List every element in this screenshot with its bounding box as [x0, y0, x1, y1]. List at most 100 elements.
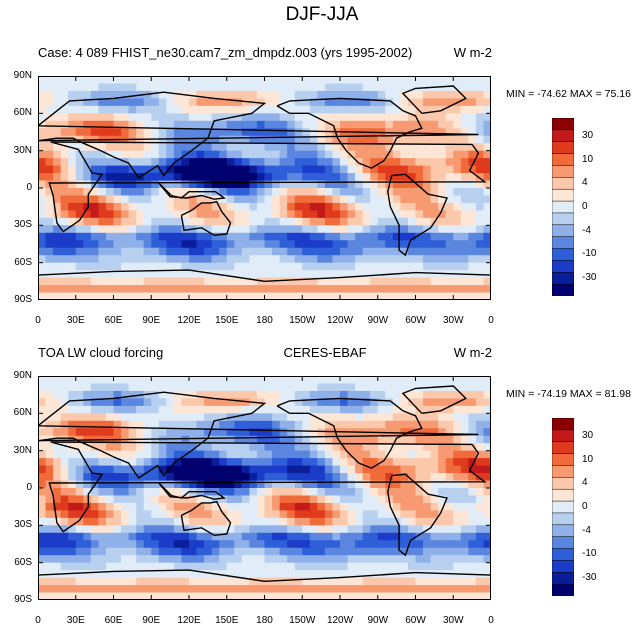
field-cell [309, 465, 318, 474]
field-cell [317, 510, 326, 519]
field-cell [415, 488, 424, 497]
field-cell [98, 128, 107, 137]
field-cell [211, 232, 220, 241]
field-cell [294, 443, 303, 452]
field-cell [400, 420, 409, 429]
field-cell [151, 592, 160, 600]
field-cell [189, 458, 198, 467]
field-cell [332, 502, 341, 511]
field-cell [438, 120, 447, 129]
field-cell [151, 217, 160, 226]
field-cell [355, 247, 364, 256]
field-cell [392, 480, 401, 489]
field-cell [438, 195, 447, 204]
figure-title: DJF-JJA [285, 4, 359, 25]
field-cell [189, 435, 198, 444]
field-cell [204, 443, 213, 452]
field-cell [98, 255, 107, 264]
field-cell [211, 532, 220, 541]
coastline [180, 500, 232, 537]
field-cell [340, 555, 349, 564]
field-cell [438, 158, 447, 167]
field-cell [105, 390, 115, 399]
field-cell [332, 292, 341, 300]
field-cell [347, 473, 356, 482]
field-cell [264, 217, 273, 226]
field-cell [430, 592, 439, 600]
field-cell [415, 292, 424, 300]
field-cell [211, 585, 220, 594]
field-cell [136, 398, 145, 407]
field-cell [264, 405, 273, 414]
field-cell [392, 90, 401, 99]
field-cell [181, 495, 190, 504]
field-cell [332, 383, 341, 392]
field-cell [287, 577, 296, 586]
field-cell [340, 562, 349, 571]
field-cell [332, 165, 341, 174]
field-cell [128, 547, 137, 556]
field-cell [475, 502, 485, 511]
field-cell [385, 435, 394, 444]
field-cell [249, 150, 258, 159]
coastline [276, 397, 423, 469]
field-cell [83, 225, 92, 234]
field-cell [226, 90, 235, 99]
field-cell [113, 76, 122, 85]
field-cell [309, 143, 318, 152]
field-cell [475, 173, 485, 182]
field-cell [309, 547, 318, 556]
field-cell [211, 458, 220, 467]
field-cell [272, 262, 281, 271]
field-cell [415, 195, 424, 204]
field-cell [121, 240, 130, 249]
field-cell [460, 577, 469, 586]
field-cell [302, 210, 311, 219]
field-cell [38, 76, 47, 85]
field-cell [143, 105, 152, 114]
field-cell [181, 262, 190, 271]
field-cell [294, 188, 303, 197]
field-cell [377, 173, 386, 182]
field-cell [347, 262, 356, 271]
field-cell [370, 202, 379, 211]
field-cell [128, 405, 137, 414]
field-cell [158, 473, 167, 482]
field-cell [143, 247, 152, 256]
field-cell [445, 76, 454, 85]
field-cell [294, 450, 303, 459]
field-cell [370, 465, 379, 474]
field-cell [75, 143, 84, 152]
field-cell [219, 128, 228, 137]
field-cell [75, 570, 84, 579]
field-cell [347, 188, 356, 197]
field-cell [415, 390, 424, 399]
field-cell [68, 202, 77, 211]
field-cell [377, 262, 386, 271]
field-cell [151, 390, 160, 399]
field-cell [392, 210, 401, 219]
field-cell [90, 450, 99, 459]
colorbar-level-label: -30 [582, 272, 597, 284]
field-cell [430, 285, 439, 294]
field-cell [302, 495, 311, 504]
field-cell [204, 570, 213, 579]
field-cell [317, 488, 326, 497]
field-cell [347, 143, 356, 152]
field-cell [445, 547, 454, 556]
field-cell [241, 270, 250, 279]
field-cell [211, 217, 220, 226]
field-cell [121, 188, 130, 197]
field-cell [272, 517, 281, 526]
field-cell [272, 188, 281, 197]
field-cell [423, 210, 432, 219]
field-cell [400, 413, 409, 422]
field-cell [143, 113, 152, 122]
field-cell [151, 105, 160, 114]
field-cell [151, 285, 160, 294]
field-cell [400, 577, 409, 586]
y-tick-label: 60S [14, 556, 32, 568]
field-cell [211, 398, 220, 407]
field-cell [445, 517, 454, 526]
field-cell [143, 225, 152, 234]
